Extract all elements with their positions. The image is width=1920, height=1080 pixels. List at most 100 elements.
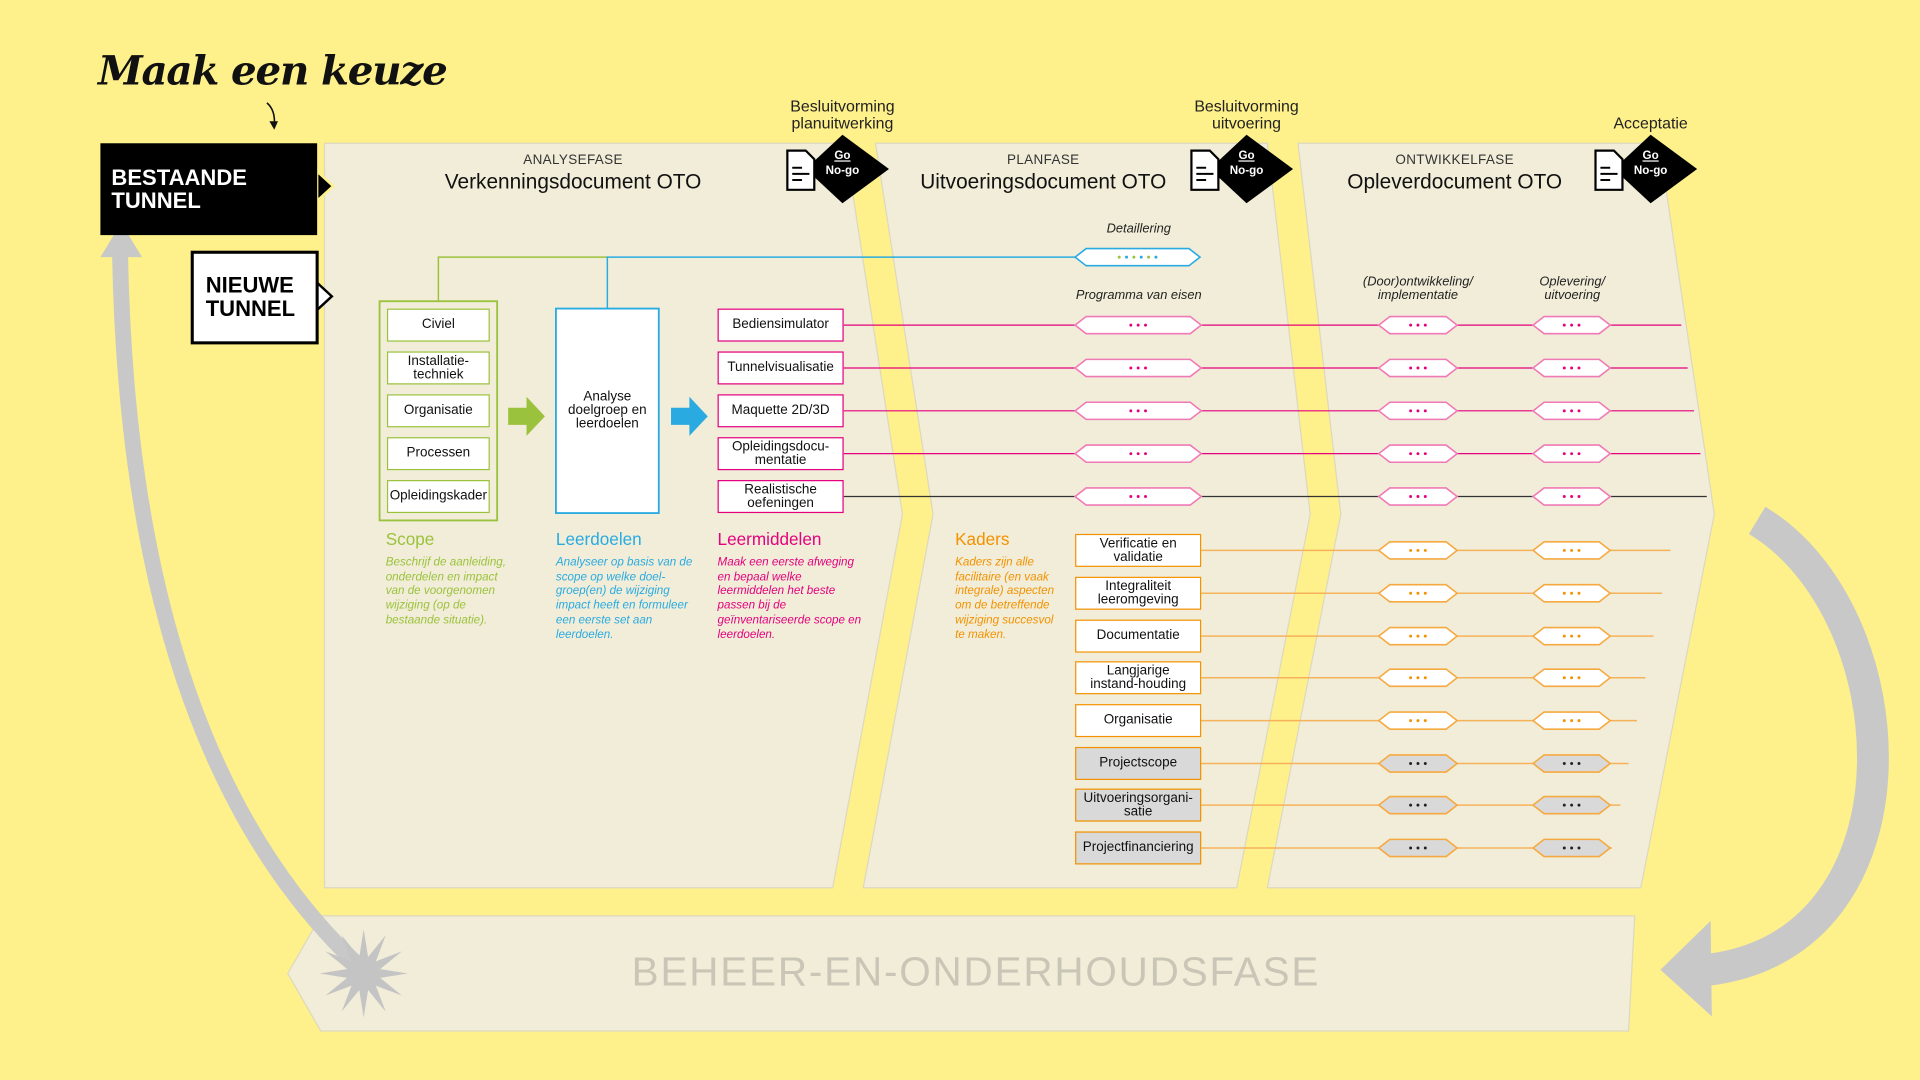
phase-label-analysefase: ANALYSEFASE — [523, 153, 623, 168]
document-icon — [786, 149, 816, 191]
milestone-hexagon[interactable] — [1377, 541, 1459, 560]
phase-document-planfase: Uitvoeringsdocument OTO — [920, 170, 1167, 194]
milestone-hexagon[interactable] — [1073, 315, 1203, 335]
panel-ontwikkelfase — [1266, 142, 1715, 889]
milestone-hexagon[interactable] — [1377, 444, 1459, 464]
dot-marker — [1570, 409, 1574, 413]
panel-analysefase — [323, 142, 904, 889]
dot-marker — [1129, 323, 1133, 327]
nogo-label: No-go — [1229, 164, 1264, 178]
dot-marker — [1416, 762, 1420, 765]
milestone-hexagon[interactable] — [1073, 247, 1202, 267]
dot-marker — [1423, 803, 1427, 807]
dot-marker — [1416, 409, 1420, 413]
milestone-hexagon[interactable] — [1531, 358, 1612, 378]
milestone-hexagon[interactable] — [1531, 444, 1612, 464]
new-tunnel-button[interactable]: NIEUWE TUNNEL — [205, 273, 296, 321]
leermiddel-item[interactable]: Maquette 2D/3D — [717, 394, 844, 428]
kader-item[interactable]: Langjarige instand-houding — [1075, 661, 1202, 695]
milestone-hexagon[interactable] — [1531, 668, 1612, 688]
milestone-hexagon[interactable] — [1073, 487, 1203, 506]
milestone-hexagon[interactable] — [1377, 358, 1459, 378]
milestone-hexagon[interactable] — [1531, 487, 1612, 506]
milestone-hexagon[interactable] — [1377, 583, 1459, 603]
milestone-hexagon[interactable] — [1377, 668, 1459, 688]
milestone-hexagon[interactable] — [1531, 838, 1612, 858]
leerdoelen-box-frame — [555, 307, 660, 514]
leerdoelen-analysis-box[interactable]: Analyse doelgroep en leerdoelen — [568, 389, 647, 432]
go-label: Go — [1642, 149, 1659, 163]
milestone-hexagon[interactable] — [1531, 583, 1612, 603]
leermiddel-item[interactable]: Bediensimulator — [717, 308, 844, 342]
scope-title: Scope — [385, 528, 435, 549]
milestone-hexagon[interactable] — [1531, 541, 1612, 560]
milestone-hexagon[interactable] — [1377, 487, 1459, 506]
dot-marker — [1129, 495, 1133, 499]
kader-item[interactable]: Uitvoeringsorgani-satie — [1075, 788, 1202, 822]
go-nogo-diamond — [1613, 134, 1698, 204]
milestone-hexagon[interactable] — [1377, 754, 1459, 773]
new-tunnel-shape — [190, 250, 319, 345]
leermiddel-item[interactable]: Tunnelvisualisatie — [717, 351, 844, 385]
existing-tunnel-button[interactable]: BESTAANDE TUNNEL — [111, 165, 247, 214]
dot-marker — [1117, 255, 1121, 259]
scope-item[interactable]: Civiel — [386, 308, 490, 342]
dot-marker — [1416, 591, 1420, 595]
dot-marker — [1144, 495, 1147, 499]
leerdoelen-title: Leerdoelen — [555, 528, 642, 549]
leermiddel-item[interactable]: Opleidingsdocu-mentatie — [717, 437, 844, 471]
dot-marker — [1129, 409, 1133, 413]
milestone-hexagon[interactable] — [1377, 838, 1459, 858]
kader-item[interactable]: Projectscope — [1075, 746, 1202, 781]
milestone-hexagon[interactable] — [1073, 358, 1203, 378]
dot-marker — [1562, 366, 1566, 370]
milestone-hexagon[interactable] — [1377, 626, 1459, 646]
milestone-hexagon[interactable] — [1531, 795, 1612, 815]
dot-marker — [1416, 452, 1420, 456]
dot-marker — [1570, 591, 1574, 595]
scope-item[interactable]: Installatie-techniek — [386, 351, 490, 385]
dot-marker — [1416, 803, 1420, 807]
dot-marker — [1423, 676, 1427, 680]
kaders-title: Kaders — [955, 528, 1010, 549]
milestone-hexagon[interactable] — [1073, 401, 1203, 421]
kader-item[interactable]: Verificatie en validatie — [1075, 533, 1202, 567]
dot-marker — [1416, 846, 1420, 850]
scope-item[interactable]: Opleidingskader — [386, 480, 490, 514]
kader-item[interactable]: Integraliteit leeromgeving — [1075, 576, 1202, 610]
dot-marker — [1144, 366, 1147, 370]
dot-marker — [1409, 495, 1413, 499]
milestone-hexagon[interactable] — [1073, 444, 1203, 464]
kader-item[interactable]: Organisatie — [1075, 704, 1202, 738]
milestone-hexagon[interactable] — [1377, 401, 1459, 421]
dot-marker — [1570, 803, 1574, 807]
dot-marker — [1577, 323, 1581, 327]
leermiddel-item[interactable]: Realistische oefeningen — [717, 480, 844, 514]
milestone-hexagon[interactable] — [1531, 754, 1612, 773]
milestone-hexagon[interactable] — [1377, 711, 1459, 730]
dot-marker — [1570, 719, 1574, 723]
dot-marker — [1139, 255, 1143, 259]
dot-marker — [1423, 548, 1427, 552]
milestone-hexagon[interactable] — [1531, 401, 1612, 421]
dot-marker — [1577, 548, 1581, 552]
dot-marker — [1416, 548, 1420, 552]
dot-marker — [1570, 762, 1574, 765]
go-nogo-label: Go No-go — [1626, 149, 1675, 178]
panel-planfase — [862, 142, 1311, 889]
scope-item[interactable]: Organisatie — [386, 394, 490, 428]
dot-marker — [1136, 366, 1140, 370]
leerdoelen-connector — [606, 256, 1078, 309]
milestone-hexagon[interactable] — [1531, 626, 1612, 646]
cycle-arrow-left — [112, 250, 373, 980]
milestone-hexagon[interactable] — [1531, 711, 1612, 730]
milestone-hexagon[interactable] — [1531, 315, 1612, 335]
kader-item[interactable]: Projectfinanciering — [1075, 831, 1202, 865]
milestone-hexagon[interactable] — [1377, 315, 1459, 335]
milestone-hexagon[interactable] — [1377, 795, 1459, 815]
decision-gate — [786, 134, 889, 204]
scope-item[interactable]: Processen — [386, 437, 490, 471]
dot-marker — [1562, 719, 1566, 723]
kader-item[interactable]: Documentatie — [1075, 619, 1202, 653]
